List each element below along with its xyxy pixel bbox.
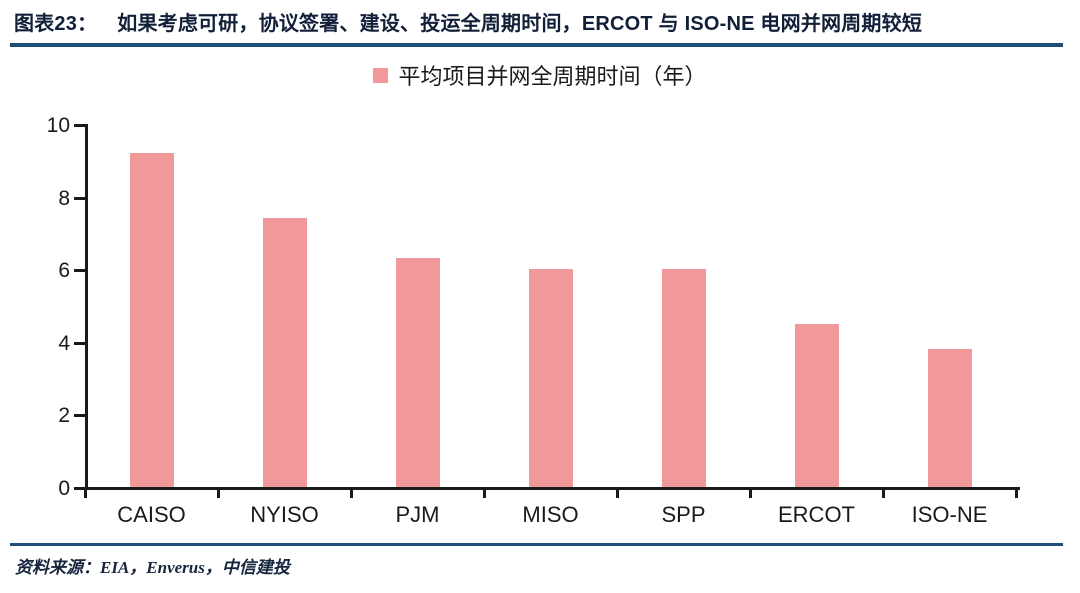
x-label-NYISO: NYISO bbox=[250, 502, 319, 527]
x-tick bbox=[84, 487, 87, 498]
y-tick bbox=[74, 197, 85, 200]
y-tick-label: 6 bbox=[58, 259, 70, 282]
y-tick-label: 10 bbox=[46, 114, 70, 137]
bar-PJM bbox=[396, 258, 440, 487]
x-label-ERCOT: ERCOT bbox=[778, 502, 855, 527]
x-label-ISO-NE: ISO-NE bbox=[911, 502, 988, 527]
x-label-PJM: PJM bbox=[395, 502, 440, 527]
x-tick bbox=[749, 487, 752, 498]
figure-number: 图表23： bbox=[14, 13, 98, 35]
legend-label: 平均项目并网全周期时间（年） bbox=[398, 64, 707, 89]
x-tick bbox=[483, 487, 486, 498]
bar-ISO-NE bbox=[928, 349, 972, 487]
y-tick bbox=[74, 414, 85, 417]
x-tick bbox=[882, 487, 885, 498]
bar-ERCOT bbox=[795, 324, 839, 487]
y-tick-label: 8 bbox=[58, 187, 70, 210]
y-tick bbox=[74, 342, 85, 345]
figure-caption: 图表23： 如果考虑可研，协议签署、建设、投运全周期时间，ERCOT 与 ISO-… bbox=[14, 11, 1064, 37]
y-tick bbox=[74, 124, 85, 127]
x-label-MISO: MISO bbox=[522, 502, 579, 527]
y-tick bbox=[74, 487, 85, 490]
legend-swatch-icon bbox=[373, 67, 389, 83]
footer-divider bbox=[10, 543, 1063, 546]
x-axis-line bbox=[85, 487, 1020, 490]
caption-divider bbox=[10, 43, 1063, 47]
x-tick bbox=[217, 487, 220, 498]
x-label-CAISO: CAISO bbox=[117, 502, 186, 527]
x-tick bbox=[616, 487, 619, 498]
y-tick-label: 0 bbox=[58, 477, 70, 500]
y-tick bbox=[74, 269, 85, 272]
chart-legend: 平均项目并网全周期时间（年） bbox=[0, 60, 1080, 90]
figure-title: 如果考虑可研，协议签署、建设、投运全周期时间，ERCOT 与 ISO-NE 电网… bbox=[117, 13, 923, 35]
x-label-SPP: SPP bbox=[661, 502, 706, 527]
bar-SPP bbox=[662, 269, 706, 487]
bar-MISO bbox=[529, 269, 573, 487]
bar-CAISO bbox=[130, 153, 174, 487]
y-tick-label: 4 bbox=[58, 332, 70, 355]
x-tick bbox=[1015, 487, 1018, 498]
y-axis-line bbox=[85, 124, 88, 490]
y-tick-label: 2 bbox=[58, 404, 70, 427]
source-note: 资料来源：EIA，Enverus，中信建投 bbox=[15, 558, 290, 577]
x-tick bbox=[350, 487, 353, 498]
bar-NYISO bbox=[263, 218, 307, 487]
